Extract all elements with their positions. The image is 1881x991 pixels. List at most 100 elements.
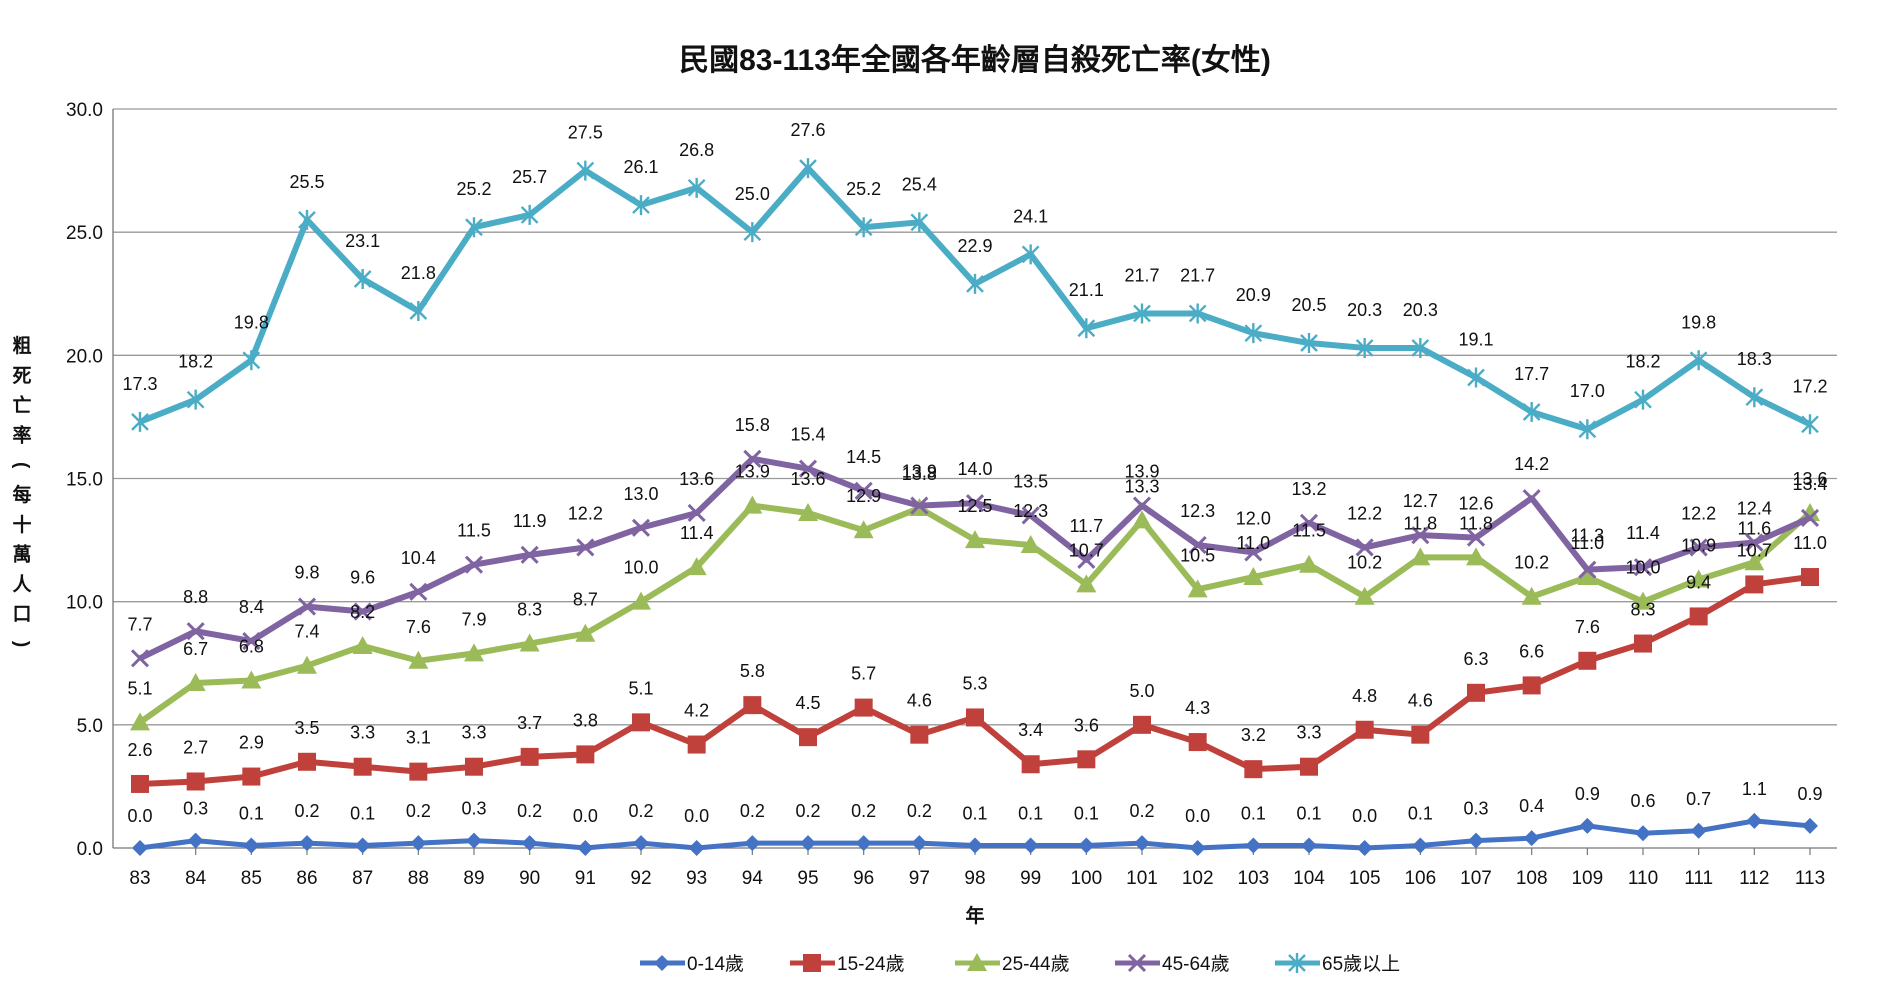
data-point <box>576 745 595 764</box>
data-point <box>299 835 315 852</box>
x-tick-label: 99 <box>1020 868 1041 889</box>
data-label: 21.1 <box>1069 280 1104 300</box>
y-axis-label-char: ( <box>11 462 32 469</box>
data-point <box>130 649 150 668</box>
data-point <box>1578 560 1597 579</box>
data-point <box>1411 337 1430 358</box>
data-point <box>1189 840 1206 856</box>
data-label: 0.1 <box>962 804 987 824</box>
data-point <box>1243 567 1264 586</box>
data-label: 9.8 <box>294 563 319 583</box>
data-point <box>633 835 649 852</box>
data-label: 2.9 <box>239 733 264 753</box>
data-label: 21.7 <box>1124 265 1159 285</box>
series-25-44歲 <box>130 495 1820 731</box>
y-axis-label-char: 十 <box>12 513 31 536</box>
y-axis-label-char: 每 <box>12 483 31 506</box>
data-point <box>1688 569 1709 588</box>
x-tick-label: 108 <box>1516 868 1548 889</box>
data-label: 19.8 <box>1681 312 1716 332</box>
data-point <box>1633 591 1653 610</box>
data-point <box>1468 832 1484 849</box>
data-label: 25.4 <box>902 174 937 194</box>
data-label: 11.0 <box>1236 533 1270 553</box>
data-point <box>1076 574 1097 593</box>
series-0-14歲 <box>132 812 1818 856</box>
data-point <box>798 459 818 478</box>
data-point <box>632 713 650 732</box>
data-point <box>1744 552 1765 571</box>
data-point <box>1299 513 1319 532</box>
data-label: 0.3 <box>1463 799 1488 819</box>
data-point <box>1800 502 1820 521</box>
y-tick-label: 30.0 <box>66 100 103 121</box>
data-point <box>1244 323 1263 344</box>
data-point <box>1356 840 1373 856</box>
data-point <box>1745 387 1764 408</box>
x-tick-label: 83 <box>129 868 150 889</box>
x-tick-label: 104 <box>1293 868 1325 889</box>
data-point <box>1689 350 1708 371</box>
data-point <box>1133 303 1151 324</box>
data-point <box>1634 389 1652 410</box>
data-point <box>910 212 929 233</box>
data-point <box>131 774 149 793</box>
data-label: 17.3 <box>122 374 157 394</box>
data-label: 0.0 <box>573 806 598 826</box>
legend-swatch-marker <box>1288 953 1306 973</box>
data-point <box>1355 538 1374 557</box>
data-label: 13.9 <box>902 462 937 482</box>
legend-item: 45-64歲 <box>1115 953 1230 975</box>
data-point <box>686 557 707 576</box>
data-point <box>1077 550 1096 569</box>
data-point <box>799 158 817 179</box>
x-tick-label: 98 <box>964 868 985 889</box>
data-label: 18.2 <box>1625 352 1660 372</box>
data-point <box>1689 538 1708 557</box>
data-label: 25.7 <box>512 167 547 187</box>
data-point <box>1521 586 1542 605</box>
data-label: 13.0 <box>623 484 658 504</box>
data-label: 12.4 <box>1737 499 1772 519</box>
data-point <box>1577 567 1598 586</box>
data-point <box>466 832 482 849</box>
data-point <box>1522 489 1541 508</box>
series-layer <box>130 158 1820 856</box>
data-label: 0.2 <box>294 801 319 821</box>
data-point <box>742 495 763 514</box>
data-label: 0.9 <box>1575 784 1600 804</box>
legend-label: 65歲以上 <box>1322 953 1400 975</box>
data-label: 7.4 <box>294 622 319 642</box>
data-label: 3.1 <box>406 728 431 748</box>
data-point <box>743 696 762 715</box>
data-label: 12.2 <box>1347 503 1382 523</box>
data-label: 17.2 <box>1792 376 1827 396</box>
y-axis-label-char: 粗 <box>12 334 31 357</box>
y-axis-label-char: 口 <box>12 604 31 625</box>
x-tick-label: 94 <box>742 868 764 889</box>
series-45-64歲 <box>130 449 1820 668</box>
data-label: 0.4 <box>1519 796 1544 816</box>
data-point <box>1466 528 1486 547</box>
data-label: 11.5 <box>457 521 491 541</box>
data-label: 11.4 <box>680 523 714 543</box>
data-point <box>409 300 428 321</box>
data-label: 0.1 <box>1074 804 1099 824</box>
x-tick-label: 92 <box>630 868 651 889</box>
data-point <box>410 835 427 852</box>
data-point <box>1077 318 1096 339</box>
data-point <box>297 597 317 616</box>
data-label: 25.5 <box>289 172 324 192</box>
data-label: 7.6 <box>1575 617 1600 637</box>
legend: 0-14歲 15-24歲 25-44歲 45-64歲 65歲以上 <box>640 953 1400 975</box>
data-label: 6.7 <box>183 639 208 659</box>
data-label: 6.8 <box>239 636 264 656</box>
data-label: 11.5 <box>1292 521 1326 541</box>
data-label: 5.8 <box>740 661 765 681</box>
data-label: 3.4 <box>1018 720 1043 740</box>
data-point <box>576 538 595 557</box>
y-tick-label: 15.0 <box>66 470 103 491</box>
data-label: 24.1 <box>1013 206 1048 226</box>
data-point <box>575 623 596 642</box>
x-tick-label: 85 <box>241 868 262 889</box>
